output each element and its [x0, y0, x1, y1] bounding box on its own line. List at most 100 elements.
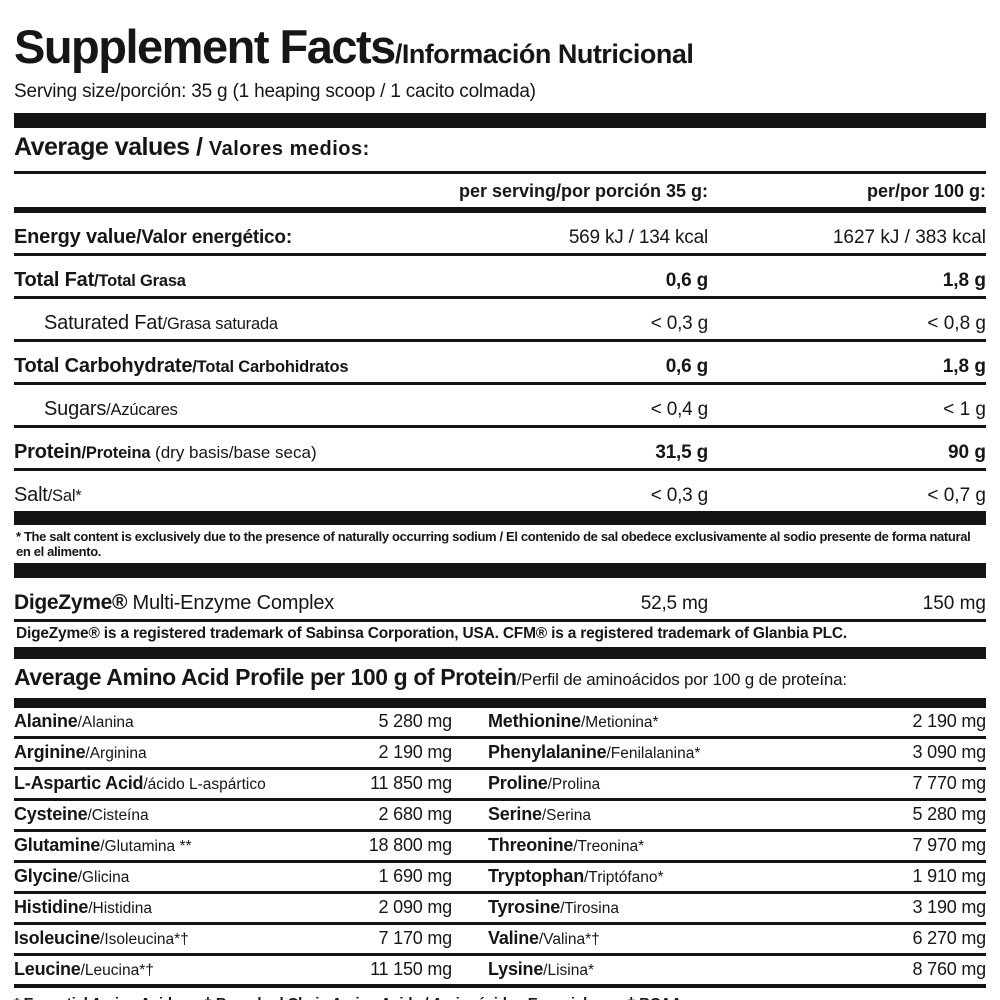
amino-value: 7 970 mg: [912, 835, 987, 855]
per-100g-value: 1627 kJ / 383 kcal: [832, 227, 986, 248]
amino-cell-right: Threonine/Treonina* 7 970 mg: [488, 835, 986, 857]
amino-name-en: Glycine: [14, 866, 78, 886]
amino-name-en: Cysteine: [14, 804, 88, 824]
average-values-heading: Average values / Valores medios:: [14, 133, 986, 165]
amino-value: 7 770 mg: [912, 773, 987, 793]
nutrient-name-en: Total Carbohydrate: [14, 355, 193, 377]
amino-name-en: Leucine: [14, 959, 81, 979]
per-100g-value: 1,8 g: [942, 270, 986, 291]
digezyme-label: DigeZyme® Multi-Enzyme Complex: [14, 591, 458, 615]
amino-name-es: /Tirosina: [560, 900, 619, 917]
amino-name-es: /Glicina: [77, 869, 130, 886]
divider-bar: [14, 563, 986, 578]
amino-row: Leucine/Leucina*† 11 150 mg Lysine/Lisina*…: [14, 956, 986, 988]
divider-bar: [14, 698, 986, 708]
amino-table: Alanine/Alanina 5 280 mg Methionine/Metion…: [14, 708, 986, 988]
amino-value: 3 090 mg: [912, 742, 987, 762]
table-row: Total Carbohydrate/Total Carbohidratos 0,…: [14, 342, 986, 385]
amino-name: Threonine/Treonina*: [488, 835, 836, 857]
serving-size-line: Serving size/porción: 35 g (1 heaping sc…: [14, 81, 536, 102]
amino-heading-spanish: /Perfil de aminoácidos por 100 g de prot…: [516, 670, 847, 689]
divider-line: [14, 619, 986, 622]
amino-name-es: /Prolina: [547, 776, 601, 793]
average-values-english: Average values /: [14, 133, 209, 161]
amino-name: L-Aspartic Acid/ácido L-aspártico: [14, 773, 302, 795]
amino-name: Histidine/Histidina: [14, 897, 302, 919]
amino-name: Serine/Serina: [488, 804, 836, 826]
per-100g-value: < 0,7 g: [927, 485, 986, 506]
amino-cell-right: Proline/Prolina 7 770 mg: [488, 773, 986, 795]
table-row: Protein/Proteina (dry basis/base seca) 31…: [14, 428, 986, 471]
amino-name: Leucine/Leucina*†: [14, 959, 302, 981]
amino-name-en: Arginine: [14, 742, 86, 762]
amino-cell-left: L-Aspartic Acid/ácido L-aspártico 11 850 …: [14, 773, 452, 795]
amino-name: Isoleucine/Isoleucina*†: [14, 928, 302, 950]
nutrient-name-en: Salt: [14, 484, 48, 506]
trademark-digezyme: DigeZyme®: [16, 625, 100, 642]
nutrient-name-en: Protein: [14, 441, 82, 463]
amino-cell-left: Isoleucine/Isoleucina*† 7 170 mg: [14, 928, 452, 950]
per-serving-value: 31,5 g: [655, 442, 708, 463]
amino-row: Alanine/Alanina 5 280 mg Methionine/Metion…: [14, 708, 986, 739]
title-spanish: /Información Nutricional: [394, 39, 694, 69]
amino-name-en: Glutamine: [14, 835, 101, 855]
amino-value: 7 170 mg: [378, 928, 453, 948]
trademark-text-1: is a registered trademark of Sabinsa Cor…: [99, 625, 503, 642]
amino-name-es: /Treonina*: [573, 838, 645, 855]
nutrient-name-en: Sugars: [44, 398, 107, 420]
amino-name: Arginine/Arginina: [14, 742, 302, 764]
amino-name-es: /Arginina: [85, 745, 147, 762]
amino-name-en: Lysine: [488, 959, 544, 979]
amino-value: 11 150 mg: [370, 959, 452, 979]
amino-row: Arginine/Arginina 2 190 mg Phenylalanine/F…: [14, 739, 986, 770]
amino-value: 1 910 mg: [912, 866, 987, 886]
amino-value: 5 280 mg: [378, 711, 453, 731]
table-row: Energy value/Valor energético: 569 kJ / 1…: [14, 213, 986, 256]
nutrient-name-es: /Total Carbohidratos: [192, 358, 349, 376]
amino-name-en: Tyrosine: [488, 897, 561, 917]
nutrient-name-es: /Sal*: [47, 487, 82, 505]
nutrient-label: Protein/Proteina (dry basis/base seca): [14, 441, 458, 464]
amino-name-en: Methionine: [488, 711, 581, 731]
nutrient-label: Sugars/Azúcares: [14, 398, 458, 421]
table-row: Salt/Sal* < 0,3 g < 0,7 g: [14, 471, 986, 514]
nutrient-label: Energy value/Valor energético:: [14, 226, 458, 249]
amino-value: 2 680 mg: [378, 804, 453, 824]
amino-name-es: /Lisina*: [543, 962, 594, 979]
divider-bar: [14, 647, 986, 659]
amino-footnote-1: * Essential Amino Acids † Branched Chain…: [14, 993, 986, 1000]
amino-row: Glycine/Glicina 1 690 mg Tryptophan/Triptó…: [14, 863, 986, 894]
trademark-note: DigeZyme® is a registered trademark of S…: [14, 622, 986, 647]
amino-cell-left: Alanine/Alanina 5 280 mg: [14, 711, 452, 733]
amino-name-en: Alanine: [14, 711, 78, 731]
digezyme-description: Multi-Enzyme Complex: [127, 592, 335, 614]
amino-row: Glutamine/Glutamina ** 18 800 mg Threonine…: [14, 832, 986, 863]
amino-name: Glycine/Glicina: [14, 866, 302, 888]
nutrient-name-es: /Proteina: [81, 444, 151, 462]
amino-name-es: /Valina*†: [538, 931, 600, 948]
table-row: Sugars/Azúcares < 0,4 g < 1 g: [14, 385, 986, 428]
amino-name-es: /Fenilalanina*: [606, 745, 701, 762]
column-header-row: per serving/por porción 35 g: per/por 10…: [14, 174, 986, 207]
per-serving-value: 0,6 g: [665, 270, 709, 291]
amino-name-en: Isoleucine: [14, 928, 101, 948]
salt-footnote: * The salt content is exclusively due to…: [16, 529, 971, 559]
amino-cell-right: Valine/Valina*† 6 270 mg: [488, 928, 986, 950]
amino-name: Valine/Valina*†: [488, 928, 836, 950]
amino-row: Histidine/Histidina 2 090 mg Tyrosine/Tiro…: [14, 894, 986, 925]
amino-name: Methionine/Metionina*: [488, 711, 836, 733]
amino-value: 3 190 mg: [912, 897, 987, 917]
trademark-text-2: is a registered trademark of Glanbia PLC…: [547, 625, 847, 642]
amino-name: Alanine/Alanina: [14, 711, 302, 733]
amino-cell-left: Cysteine/Cisteína 2 680 mg: [14, 804, 452, 826]
amino-name: Cysteine/Cisteína: [14, 804, 302, 826]
amino-value: 1 690 mg: [378, 866, 453, 886]
amino-cell-right: Lysine/Lisina* 8 760 mg: [488, 959, 986, 981]
amino-value: 6 270 mg: [912, 928, 987, 948]
amino-cell-right: Serine/Serina 5 280 mg: [488, 804, 986, 826]
amino-value: 5 280 mg: [912, 804, 987, 824]
amino-row: Cysteine/Cisteína 2 680 mg Serine/Serina 5 …: [14, 801, 986, 832]
amino-cell-left: Glycine/Glicina 1 690 mg: [14, 866, 452, 888]
amino-name: Phenylalanine/Fenilalanina*: [488, 742, 836, 764]
